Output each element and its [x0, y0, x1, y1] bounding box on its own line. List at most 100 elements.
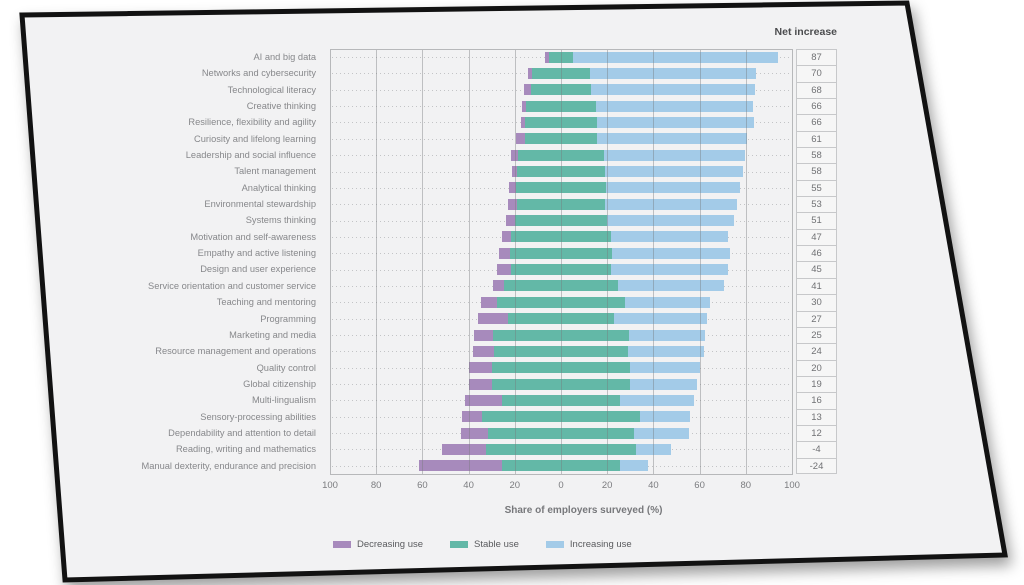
- bar-decreasing-segment: [474, 329, 493, 341]
- x-axis-tick-label: 40: [648, 480, 659, 491]
- legend-swatch-stable: [450, 541, 469, 548]
- bar-decreasing-segment: [524, 84, 531, 96]
- row-label: Quality control: [256, 362, 316, 373]
- bar-stable-segment: [491, 362, 631, 374]
- row-label: Networks and cybersecurity: [201, 68, 316, 79]
- x-axis-tick-label: 0: [558, 480, 564, 491]
- bar-increasing-segment: [639, 411, 691, 423]
- row-label: Programming: [260, 313, 316, 324]
- net-increase-value-box: 61: [796, 130, 837, 148]
- net-increase-value-box: 25: [796, 326, 837, 344]
- bar-stable-segment: [511, 231, 611, 243]
- row-label: Resource management and operations: [155, 346, 316, 357]
- bar-stable-segment: [492, 329, 630, 341]
- bar-increasing-segment: [610, 231, 729, 243]
- net-increase-value-box: 20: [796, 359, 837, 376]
- skill-row: Curiosity and lifelong learning: [0, 131, 1024, 147]
- skill-row: Manual dexterity, endurance and precisio…: [0, 458, 1024, 474]
- bar-decreasing-segment: [492, 280, 505, 292]
- bar-decreasing-segment: [497, 264, 512, 276]
- legend-swatch-decreasing: [333, 541, 351, 548]
- bar-decreasing-segment: [418, 460, 503, 472]
- legend: Decreasing use Stable use Increasing use: [333, 539, 632, 550]
- bar-decreasing-segment: [460, 427, 489, 439]
- bar-decreasing-segment: [461, 411, 483, 423]
- bar-stable-segment: [488, 427, 634, 439]
- bar-increasing-segment: [610, 264, 729, 276]
- bar-decreasing-segment: [515, 133, 526, 145]
- bar-increasing-segment: [636, 443, 671, 455]
- net-increase-value-box: 19: [796, 375, 837, 393]
- row-label: Creative thinking: [246, 100, 316, 111]
- bar-increasing-segment: [624, 296, 710, 308]
- row-label: Global citizenship: [243, 378, 316, 389]
- net-increase-value-box: 27: [796, 310, 837, 327]
- x-axis-tick-label: 20: [601, 480, 613, 491]
- x-axis-tick-label: 40: [463, 480, 474, 491]
- row-label: Manual dexterity, endurance and precisio…: [141, 460, 316, 471]
- net-increase-value-box: 70: [796, 65, 837, 82]
- skill-row: Reading, writing and mathematics: [0, 441, 1024, 457]
- bar-stable-segment: [491, 378, 631, 390]
- x-axis-tick-label: 20: [509, 480, 521, 491]
- row-label: Curiosity and lifelong learning: [194, 133, 316, 144]
- row-label: Dependability and attention to detail: [168, 427, 316, 438]
- bar-decreasing-segment: [527, 67, 533, 79]
- row-label: Multi-lingualism: [251, 395, 316, 406]
- net-increase-value-box: 68: [796, 81, 837, 98]
- skill-row: Global citizenship: [0, 376, 1024, 392]
- skill-row: Marketing and media: [0, 327, 1024, 343]
- bar-stable-segment: [530, 84, 592, 96]
- bar-stable-segment: [485, 443, 637, 455]
- bar-decreasing-segment: [473, 345, 494, 357]
- bar-increasing-segment: [627, 345, 705, 357]
- net-increase-value-box: 55: [796, 179, 837, 197]
- row-label: Talent management: [234, 166, 316, 177]
- skill-row: Networks and cybersecurity: [0, 65, 1024, 81]
- legend-label: Decreasing use: [357, 539, 424, 550]
- bar-stable-segment: [517, 166, 605, 178]
- bar-increasing-segment: [619, 460, 648, 472]
- skill-row: Sensory-processing abilities: [0, 409, 1024, 425]
- x-axis-tick-label: 100: [322, 480, 338, 491]
- bar-increasing-segment: [606, 182, 740, 194]
- skill-row: Talent management: [0, 163, 1024, 179]
- bar-stable-segment: [502, 394, 620, 406]
- skill-row: Multi-lingualism: [0, 392, 1024, 408]
- net-increase-value-box: 66: [796, 114, 837, 131]
- row-label: Environmental stewardship: [204, 199, 316, 210]
- x-axis-tick-label: 80: [370, 480, 382, 491]
- x-axis-tick-label: 80: [740, 480, 752, 491]
- net-increase-value-box: 41: [796, 277, 837, 295]
- skill-row: Design and user experience: [0, 261, 1024, 277]
- row-label: Resilience, flexibility and agility: [188, 117, 316, 128]
- bar-stable-segment: [515, 182, 607, 194]
- legend-label: Stable use: [474, 539, 519, 550]
- bar-increasing-segment: [589, 67, 757, 79]
- bar-increasing-segment: [604, 198, 737, 210]
- skill-row: Resource management and operations: [0, 343, 1024, 359]
- legend-label: Increasing use: [569, 539, 632, 550]
- bar-increasing-segment: [596, 133, 747, 145]
- net-increase-value-box: 58: [796, 147, 837, 164]
- page-sheet: [19, 0, 1008, 583]
- skill-row: Environmental stewardship: [0, 196, 1024, 212]
- skill-row: Leadership and social influence: [0, 147, 1024, 163]
- x-axis-title: Share of employers surveyed (%): [504, 505, 663, 516]
- net-increase-value-box: 12: [796, 424, 837, 442]
- bar-decreasing-segment: [507, 198, 518, 210]
- bar-stable-segment: [494, 345, 628, 357]
- bar-increasing-segment: [595, 100, 753, 112]
- row-label: Sensory-processing abilities: [200, 411, 316, 422]
- x-axis-tick-label: 60: [694, 480, 705, 491]
- net-increase-value-box: 13: [796, 408, 837, 425]
- bar-decreasing-segment: [520, 116, 526, 128]
- bar-decreasing-segment: [442, 443, 486, 455]
- row-label: Leadership and social influence: [185, 150, 316, 161]
- bar-stable-segment: [532, 67, 590, 79]
- bar-decreasing-segment: [465, 394, 503, 406]
- skill-row: Programming: [0, 311, 1024, 327]
